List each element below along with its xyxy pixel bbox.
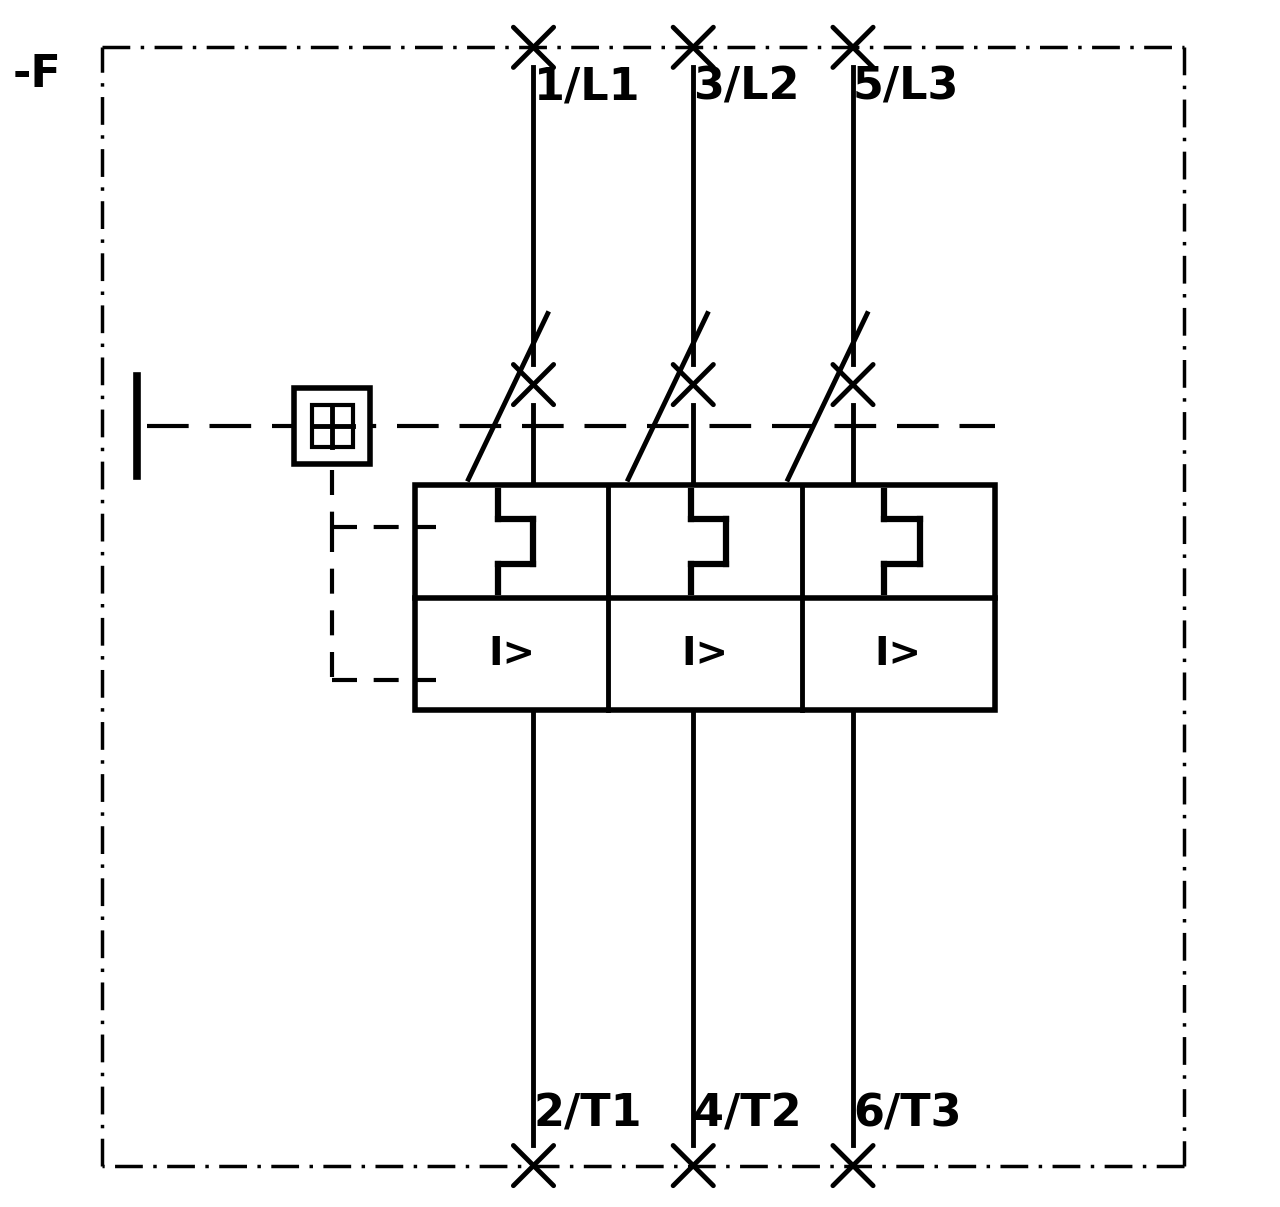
Bar	[311, 406, 353, 447]
Text: 3/L2: 3/L2	[694, 65, 800, 109]
Text: 4/T2: 4/T2	[694, 1094, 801, 1136]
Text: I>: I>	[874, 635, 922, 672]
Text: -F: -F	[13, 53, 61, 97]
Text: 6/T3: 6/T3	[852, 1094, 961, 1136]
Bar	[294, 389, 370, 463]
Text: I>: I>	[681, 635, 728, 672]
Text: I>: I>	[488, 635, 535, 672]
Text: 2/T1: 2/T1	[534, 1094, 643, 1136]
Text: 5/L3: 5/L3	[852, 65, 960, 109]
Bar	[415, 485, 995, 710]
Text: 1/L1: 1/L1	[534, 65, 640, 109]
